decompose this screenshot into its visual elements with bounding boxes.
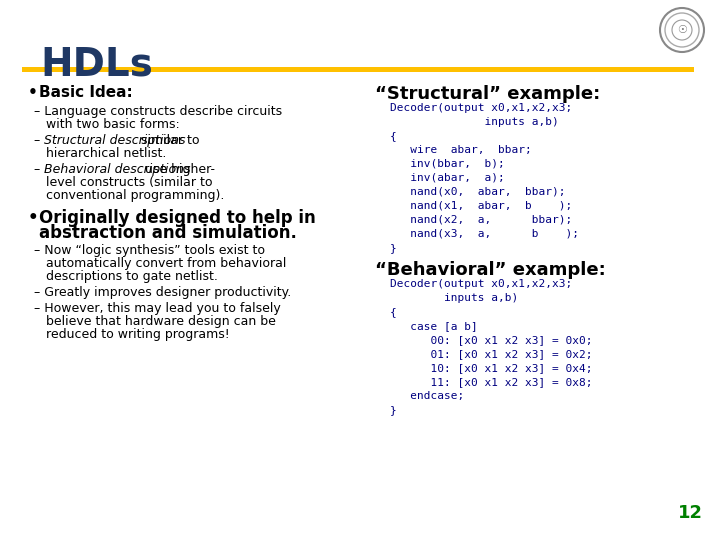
Text: }: } xyxy=(390,243,397,253)
Text: hierarchical netlist.: hierarchical netlist. xyxy=(46,147,166,160)
Text: HDLs: HDLs xyxy=(40,45,153,83)
Text: –: – xyxy=(34,134,44,147)
Text: Basic Idea:: Basic Idea: xyxy=(39,85,132,100)
Text: inputs a,b): inputs a,b) xyxy=(390,293,518,303)
Text: similar to: similar to xyxy=(137,134,199,147)
Text: inputs a,b): inputs a,b) xyxy=(390,117,559,127)
Text: endcase;: endcase; xyxy=(390,391,464,401)
Text: •: • xyxy=(28,209,39,227)
Text: }: } xyxy=(390,405,397,415)
Text: abstraction and simulation.: abstraction and simulation. xyxy=(39,224,297,242)
Text: 12: 12 xyxy=(678,504,703,522)
Text: descriptions to gate netlist.: descriptions to gate netlist. xyxy=(46,270,218,283)
Text: Originally designed to help in: Originally designed to help in xyxy=(39,209,316,227)
Text: {: { xyxy=(390,131,397,141)
Text: “Structural” example:: “Structural” example: xyxy=(375,85,600,103)
Text: 11: [x0 x1 x2 x3] = 0x8;: 11: [x0 x1 x2 x3] = 0x8; xyxy=(390,377,593,387)
Text: nand(x1,  abar,  b    );: nand(x1, abar, b ); xyxy=(390,201,572,211)
Text: – However, this may lead you to falsely: – However, this may lead you to falsely xyxy=(34,302,281,315)
Text: with two basic forms:: with two basic forms: xyxy=(46,118,180,131)
Text: reduced to writing programs!: reduced to writing programs! xyxy=(46,328,230,341)
Text: ☉: ☉ xyxy=(677,25,687,35)
Text: {: { xyxy=(390,307,397,317)
Text: “Behavioral” example:: “Behavioral” example: xyxy=(375,261,606,279)
Text: –: – xyxy=(34,163,44,176)
Text: – Greatly improves designer productivity.: – Greatly improves designer productivity… xyxy=(34,286,292,299)
Text: Structural descriptions: Structural descriptions xyxy=(44,134,186,147)
Text: 01: [x0 x1 x2 x3] = 0x2;: 01: [x0 x1 x2 x3] = 0x2; xyxy=(390,349,593,359)
Text: conventional programming).: conventional programming). xyxy=(46,189,225,202)
Text: 10: [x0 x1 x2 x3] = 0x4;: 10: [x0 x1 x2 x3] = 0x4; xyxy=(390,363,593,373)
Text: believe that hardware design can be: believe that hardware design can be xyxy=(46,315,276,328)
Text: – Language constructs describe circuits: – Language constructs describe circuits xyxy=(34,105,282,118)
Text: Behavioral descriptions: Behavioral descriptions xyxy=(44,163,191,176)
Text: 00: [x0 x1 x2 x3] = 0x0;: 00: [x0 x1 x2 x3] = 0x0; xyxy=(390,335,593,345)
Text: Decoder(output x0,x1,x2,x3;: Decoder(output x0,x1,x2,x3; xyxy=(390,103,572,113)
Text: inv(bbar,  b);: inv(bbar, b); xyxy=(390,159,505,169)
Text: level constructs (similar to: level constructs (similar to xyxy=(46,176,212,189)
Text: case [a b]: case [a b] xyxy=(390,321,478,331)
Text: wire  abar,  bbar;: wire abar, bbar; xyxy=(390,145,532,155)
Text: inv(abar,  a);: inv(abar, a); xyxy=(390,173,505,183)
Text: •: • xyxy=(28,85,38,100)
Text: automatically convert from behavioral: automatically convert from behavioral xyxy=(46,257,287,270)
Text: nand(x0,  abar,  bbar);: nand(x0, abar, bbar); xyxy=(390,187,565,197)
Text: Decoder(output x0,x1,x2,x3;: Decoder(output x0,x1,x2,x3; xyxy=(390,279,572,289)
Text: use higher-: use higher- xyxy=(141,163,215,176)
Bar xyxy=(22,67,694,72)
Text: nand(x3,  a,      b    );: nand(x3, a, b ); xyxy=(390,229,579,239)
Text: – Now “logic synthesis” tools exist to: – Now “logic synthesis” tools exist to xyxy=(34,244,265,257)
Text: nand(x2,  a,      bbar);: nand(x2, a, bbar); xyxy=(390,215,572,225)
